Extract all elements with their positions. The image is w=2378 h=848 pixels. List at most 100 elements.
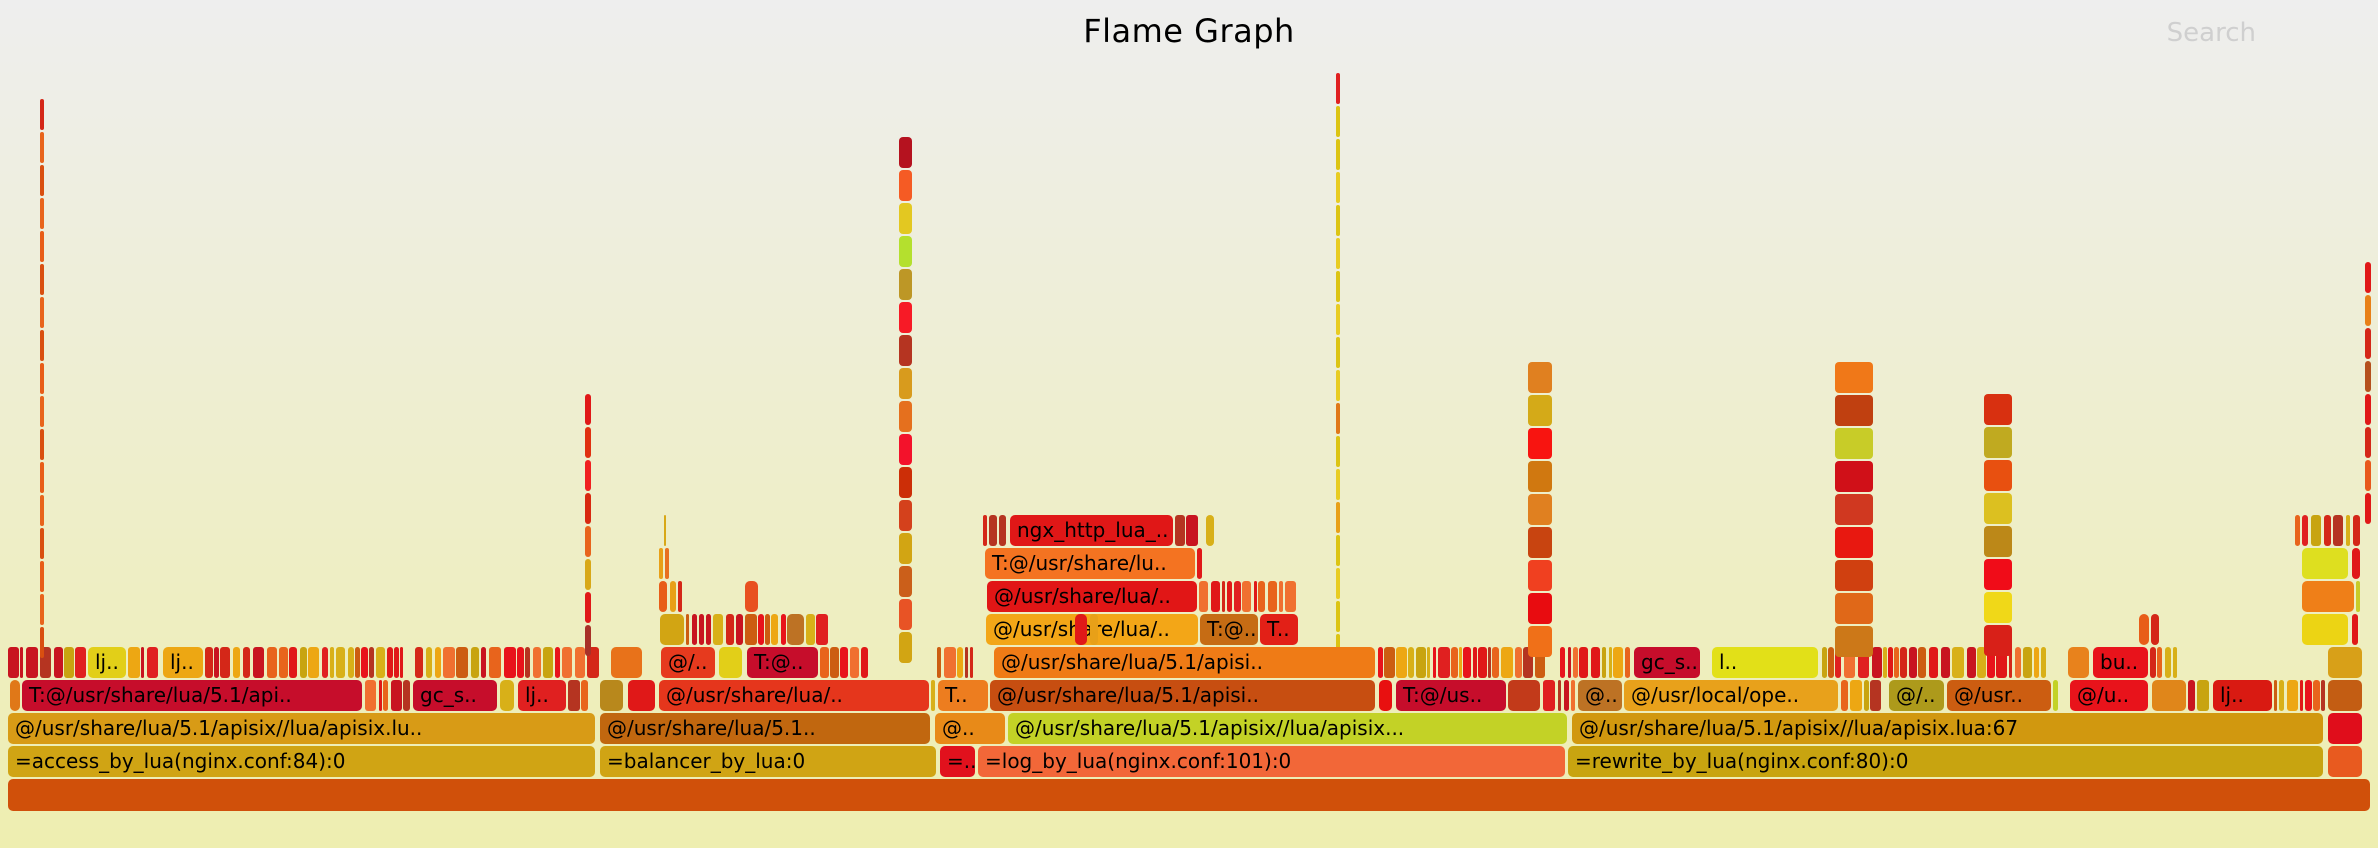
- frame[interactable]: [1543, 680, 1555, 711]
- frame[interactable]: T:@/usr/share/lu..: [985, 548, 1195, 579]
- frame[interactable]: [1478, 647, 1487, 678]
- frame[interactable]: T:@..: [747, 647, 818, 678]
- frame[interactable]: [1396, 647, 1407, 678]
- frame-unlabeled[interactable]: [664, 515, 666, 546]
- frame-unlabeled[interactable]: [719, 647, 742, 678]
- frame[interactable]: [1438, 647, 1450, 678]
- frame-segment[interactable]: [899, 434, 912, 465]
- frame[interactable]: [1560, 647, 1565, 678]
- frame[interactable]: [1427, 647, 1430, 678]
- frame-segment[interactable]: [899, 203, 912, 234]
- frame[interactable]: [2353, 515, 2360, 546]
- frame[interactable]: [376, 647, 385, 678]
- frame[interactable]: [141, 647, 144, 678]
- frame-segment[interactable]: [1336, 601, 1340, 632]
- frame[interactable]: [1416, 647, 1426, 678]
- frame[interactable]: [336, 647, 345, 678]
- frame-segment[interactable]: [1336, 238, 1340, 269]
- frame-segment[interactable]: [40, 528, 44, 559]
- frame-unlabeled[interactable]: [10, 680, 20, 711]
- frame[interactable]: lj..: [163, 647, 203, 678]
- frame-unlabeled[interactable]: [2328, 680, 2362, 711]
- frame[interactable]: [816, 614, 828, 645]
- frame[interactable]: lj..: [2213, 680, 2272, 711]
- frame-segment[interactable]: [899, 632, 912, 663]
- frame-unlabeled[interactable]: [2356, 581, 2360, 612]
- frame[interactable]: [555, 647, 560, 678]
- frame[interactable]: [970, 647, 973, 678]
- frame-segment[interactable]: [2365, 493, 2371, 524]
- frame[interactable]: [2150, 647, 2156, 678]
- frame-segment[interactable]: [1984, 526, 2012, 557]
- frame[interactable]: [758, 614, 764, 645]
- frame[interactable]: [1841, 680, 1848, 711]
- frame[interactable]: @/usr/share/lua/5.1/apisi..: [994, 647, 1375, 678]
- frame[interactable]: [75, 647, 86, 678]
- frame-segment[interactable]: [1528, 626, 1552, 657]
- frame-segment[interactable]: [899, 599, 912, 630]
- frame-unlabeled[interactable]: [1075, 614, 1087, 645]
- frame-segment[interactable]: [2365, 361, 2371, 392]
- frame[interactable]: [8, 647, 19, 678]
- frame[interactable]: [40, 647, 51, 678]
- frame[interactable]: [471, 647, 479, 678]
- frame-segment[interactable]: [899, 368, 912, 399]
- frame[interactable]: [2324, 515, 2331, 546]
- frame[interactable]: [1625, 647, 1630, 678]
- frame[interactable]: [830, 647, 839, 678]
- frame-segment[interactable]: [585, 625, 591, 656]
- frame-segment[interactable]: [899, 467, 912, 498]
- frame-segment[interactable]: [40, 462, 44, 493]
- frame-segment[interactable]: [40, 561, 44, 592]
- frame[interactable]: [1254, 581, 1257, 612]
- frame[interactable]: [1573, 647, 1578, 678]
- frame[interactable]: [2157, 647, 2162, 678]
- frame-segment[interactable]: [1336, 469, 1340, 500]
- frame-segment[interactable]: [1528, 461, 1552, 492]
- frame-segment[interactable]: [585, 526, 591, 557]
- frame-unlabeled[interactable]: [600, 680, 623, 711]
- frame[interactable]: [1850, 680, 1862, 711]
- frame[interactable]: @/..: [661, 647, 715, 678]
- frame[interactable]: [2023, 647, 2032, 678]
- frame-segment[interactable]: [1835, 395, 1873, 426]
- frame-unlabeled[interactable]: [2068, 647, 2089, 678]
- frame[interactable]: [330, 647, 334, 678]
- frame[interactable]: [394, 647, 399, 678]
- frame-segment[interactable]: [2365, 262, 2371, 293]
- frame[interactable]: [2034, 647, 2039, 678]
- frame[interactable]: T:@/us..: [1396, 680, 1506, 711]
- frame[interactable]: [400, 647, 403, 678]
- frame[interactable]: [2274, 680, 2277, 711]
- frame-segment[interactable]: [899, 401, 912, 432]
- frame-segment[interactable]: [899, 500, 912, 531]
- frame[interactable]: [2321, 680, 2325, 711]
- frame[interactable]: [1378, 647, 1383, 678]
- frame-segment[interactable]: [1984, 559, 2012, 590]
- frame-unlabeled[interactable]: [8, 779, 2370, 811]
- frame[interactable]: [944, 647, 956, 678]
- frame[interactable]: [504, 647, 516, 678]
- frame[interactable]: [1613, 647, 1623, 678]
- frame[interactable]: [369, 647, 374, 678]
- frame[interactable]: [365, 680, 376, 711]
- frame[interactable]: [2041, 647, 2046, 678]
- frame-segment[interactable]: [1336, 370, 1340, 401]
- frame[interactable]: [1433, 647, 1436, 678]
- frame-segment[interactable]: [1835, 593, 1873, 624]
- frame[interactable]: [2188, 680, 2195, 711]
- frame-unlabeled[interactable]: [628, 680, 655, 711]
- frame[interactable]: [1451, 647, 1458, 678]
- frame[interactable]: [1564, 680, 1569, 711]
- frame[interactable]: [1175, 515, 1185, 546]
- frame[interactable]: =..: [940, 746, 975, 777]
- frame[interactable]: [2302, 515, 2308, 546]
- frame[interactable]: [20, 647, 23, 678]
- frame[interactable]: [2009, 647, 2012, 678]
- frame[interactable]: [1828, 647, 1834, 678]
- frame[interactable]: [1227, 581, 1232, 612]
- frame-unlabeled[interactable]: [670, 581, 676, 612]
- frame-segment[interactable]: [1528, 428, 1552, 459]
- frame[interactable]: [840, 647, 848, 678]
- frame[interactable]: @..: [1578, 680, 1622, 711]
